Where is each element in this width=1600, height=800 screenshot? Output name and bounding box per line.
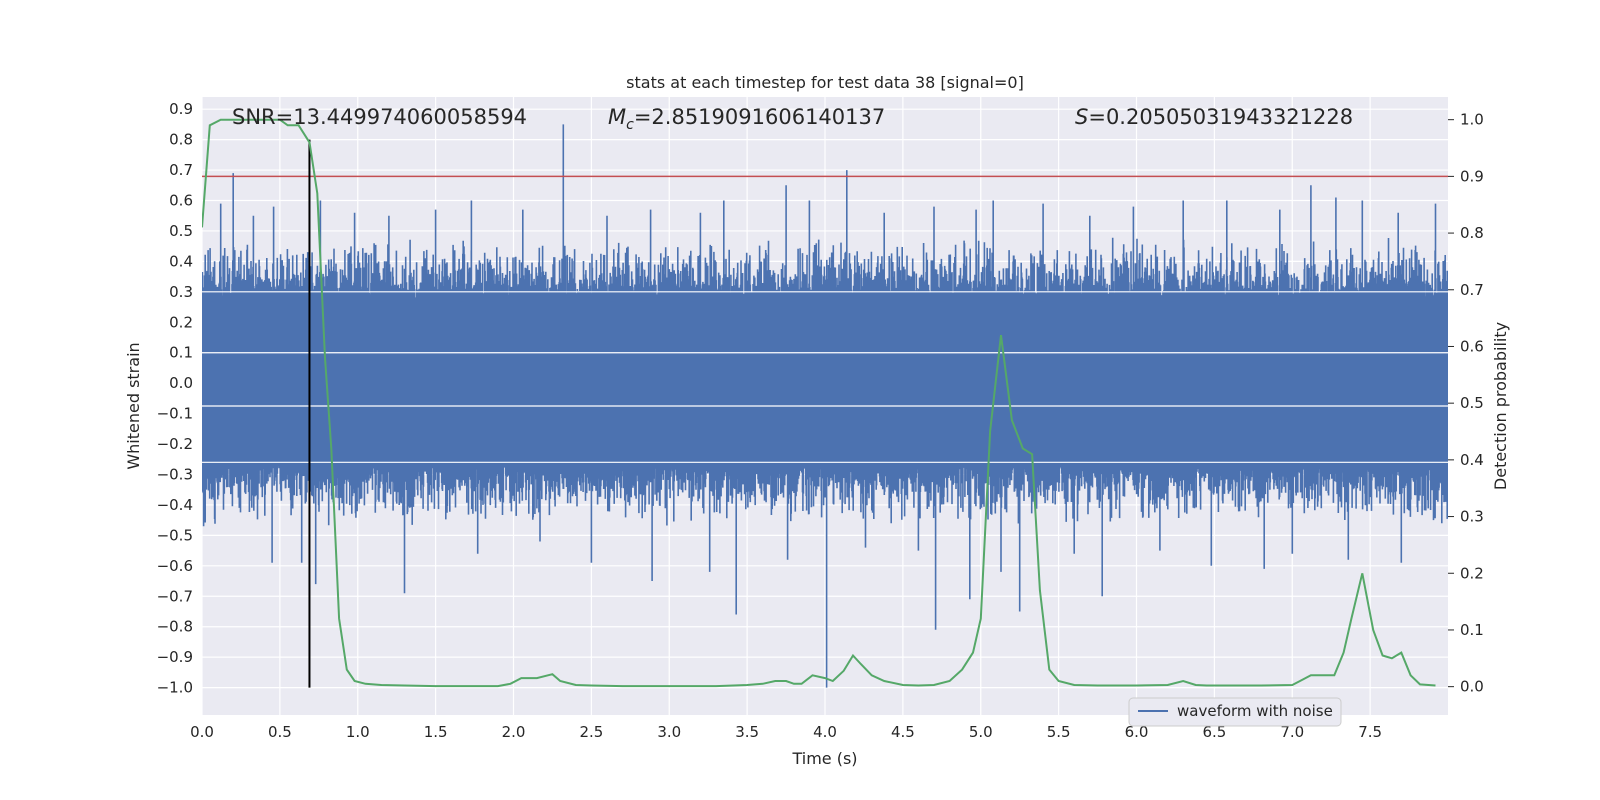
x-tick-label: 7.0 xyxy=(1280,723,1304,741)
y-right-tick-label: 0.0 xyxy=(1460,678,1484,696)
snr-annotation: SNR=13.449974060058594 xyxy=(232,105,527,129)
y-tick-label: 0.1 xyxy=(169,344,193,362)
y-right-tick-labels: 1.0 0.9 0.8 0.7 0.6 0.5 0.4 0.3 0.2 0.1 0.0 xyxy=(1448,111,1484,696)
y-right-tick-label: 1.0 xyxy=(1460,111,1484,129)
x-tick-label: 7.5 xyxy=(1358,723,1382,741)
overlay-lines xyxy=(202,118,1448,688)
y-tick-label: −0.3 xyxy=(157,465,193,483)
legend-label: waveform with noise xyxy=(1177,702,1333,720)
x-axis-title: Time (s) xyxy=(791,749,857,768)
y-tick-label: 0.4 xyxy=(169,252,193,270)
x-tick-label: 6.0 xyxy=(1125,723,1149,741)
y-tick-label: 0.5 xyxy=(169,222,193,240)
legend: waveform with noise xyxy=(1128,697,1342,727)
x-tick-labels: 0.0 0.5 1.0 1.5 2.0 2.5 3.0 3.5 4.0 4.5 5.0 5.5 6.0 6… xyxy=(190,723,1382,741)
y-tick-label: −0.5 xyxy=(157,526,193,544)
y-right-tick-label: 0.1 xyxy=(1460,621,1484,639)
waveform-series xyxy=(202,124,1448,688)
legend-box xyxy=(1128,697,1342,727)
x-tick-label: 1.5 xyxy=(424,723,448,741)
detection-probability-line xyxy=(202,118,1436,688)
y-axis-title: Whitened strain xyxy=(124,342,143,469)
y-right-tick-label: 0.2 xyxy=(1460,564,1484,582)
y-tick-label: −0.6 xyxy=(157,557,193,575)
x-tick-label: 5.5 xyxy=(1047,723,1071,741)
y-tick-label: 0.6 xyxy=(169,192,193,210)
y-right-tick-label: 0.4 xyxy=(1460,451,1484,469)
y-tick-label: 0.8 xyxy=(169,131,193,149)
y-tick-label: 0.9 xyxy=(169,100,193,118)
chirp-mass-annotation: Mc=2.8519091606140137 xyxy=(608,105,885,133)
y-right-axis-title: Detection probability xyxy=(1491,322,1510,490)
x-tick-label: 0.0 xyxy=(190,723,214,741)
x-tick-label: 3.5 xyxy=(735,723,759,741)
y-tick-label: 0.2 xyxy=(169,313,193,331)
x-tick-label: 5.0 xyxy=(969,723,993,741)
x-tick-label: 2.5 xyxy=(579,723,603,741)
y-right-tick-label: 0.9 xyxy=(1460,167,1484,185)
y-tick-label: 0.0 xyxy=(169,374,193,392)
s-annotation: S=0.20505031943321228 xyxy=(1075,105,1353,129)
y-right-tick-label: 0.7 xyxy=(1460,281,1484,299)
y-right-tick-label: 0.3 xyxy=(1460,508,1484,526)
x-tick-label: 2.0 xyxy=(502,723,526,741)
y-tick-label: 0.7 xyxy=(169,161,193,179)
y-tick-label: −0.7 xyxy=(157,587,193,605)
x-tick-label: 4.5 xyxy=(891,723,915,741)
y-right-tick-label: 0.5 xyxy=(1460,394,1484,412)
y-tick-label: −0.2 xyxy=(157,435,193,453)
x-tick-label: 1.0 xyxy=(346,723,370,741)
y-tick-label: −0.9 xyxy=(157,648,193,666)
y-right-tick-label: 0.6 xyxy=(1460,337,1484,355)
y-right-tick-label: 0.8 xyxy=(1460,224,1484,242)
x-tick-label: 0.5 xyxy=(268,723,292,741)
y-tick-label: −0.1 xyxy=(157,405,193,423)
waveform-core-band xyxy=(202,297,1448,466)
chart-title: stats at each timestep for test data 38 … xyxy=(626,73,1024,92)
y-tick-label: 0.3 xyxy=(169,283,193,301)
y-tick-label: −0.4 xyxy=(157,496,193,514)
y-tick-labels: 0.9 0.8 0.7 0.6 0.5 0.4 0.3 0.2 0.1 0.0 −0.1 −0.2 −0… xyxy=(157,100,193,696)
y-tick-label: −0.8 xyxy=(157,618,193,636)
y-tick-label: −1.0 xyxy=(157,679,193,697)
x-tick-label: 6.5 xyxy=(1202,723,1226,741)
x-tick-label: 4.0 xyxy=(813,723,837,741)
x-tick-label: 3.0 xyxy=(657,723,681,741)
